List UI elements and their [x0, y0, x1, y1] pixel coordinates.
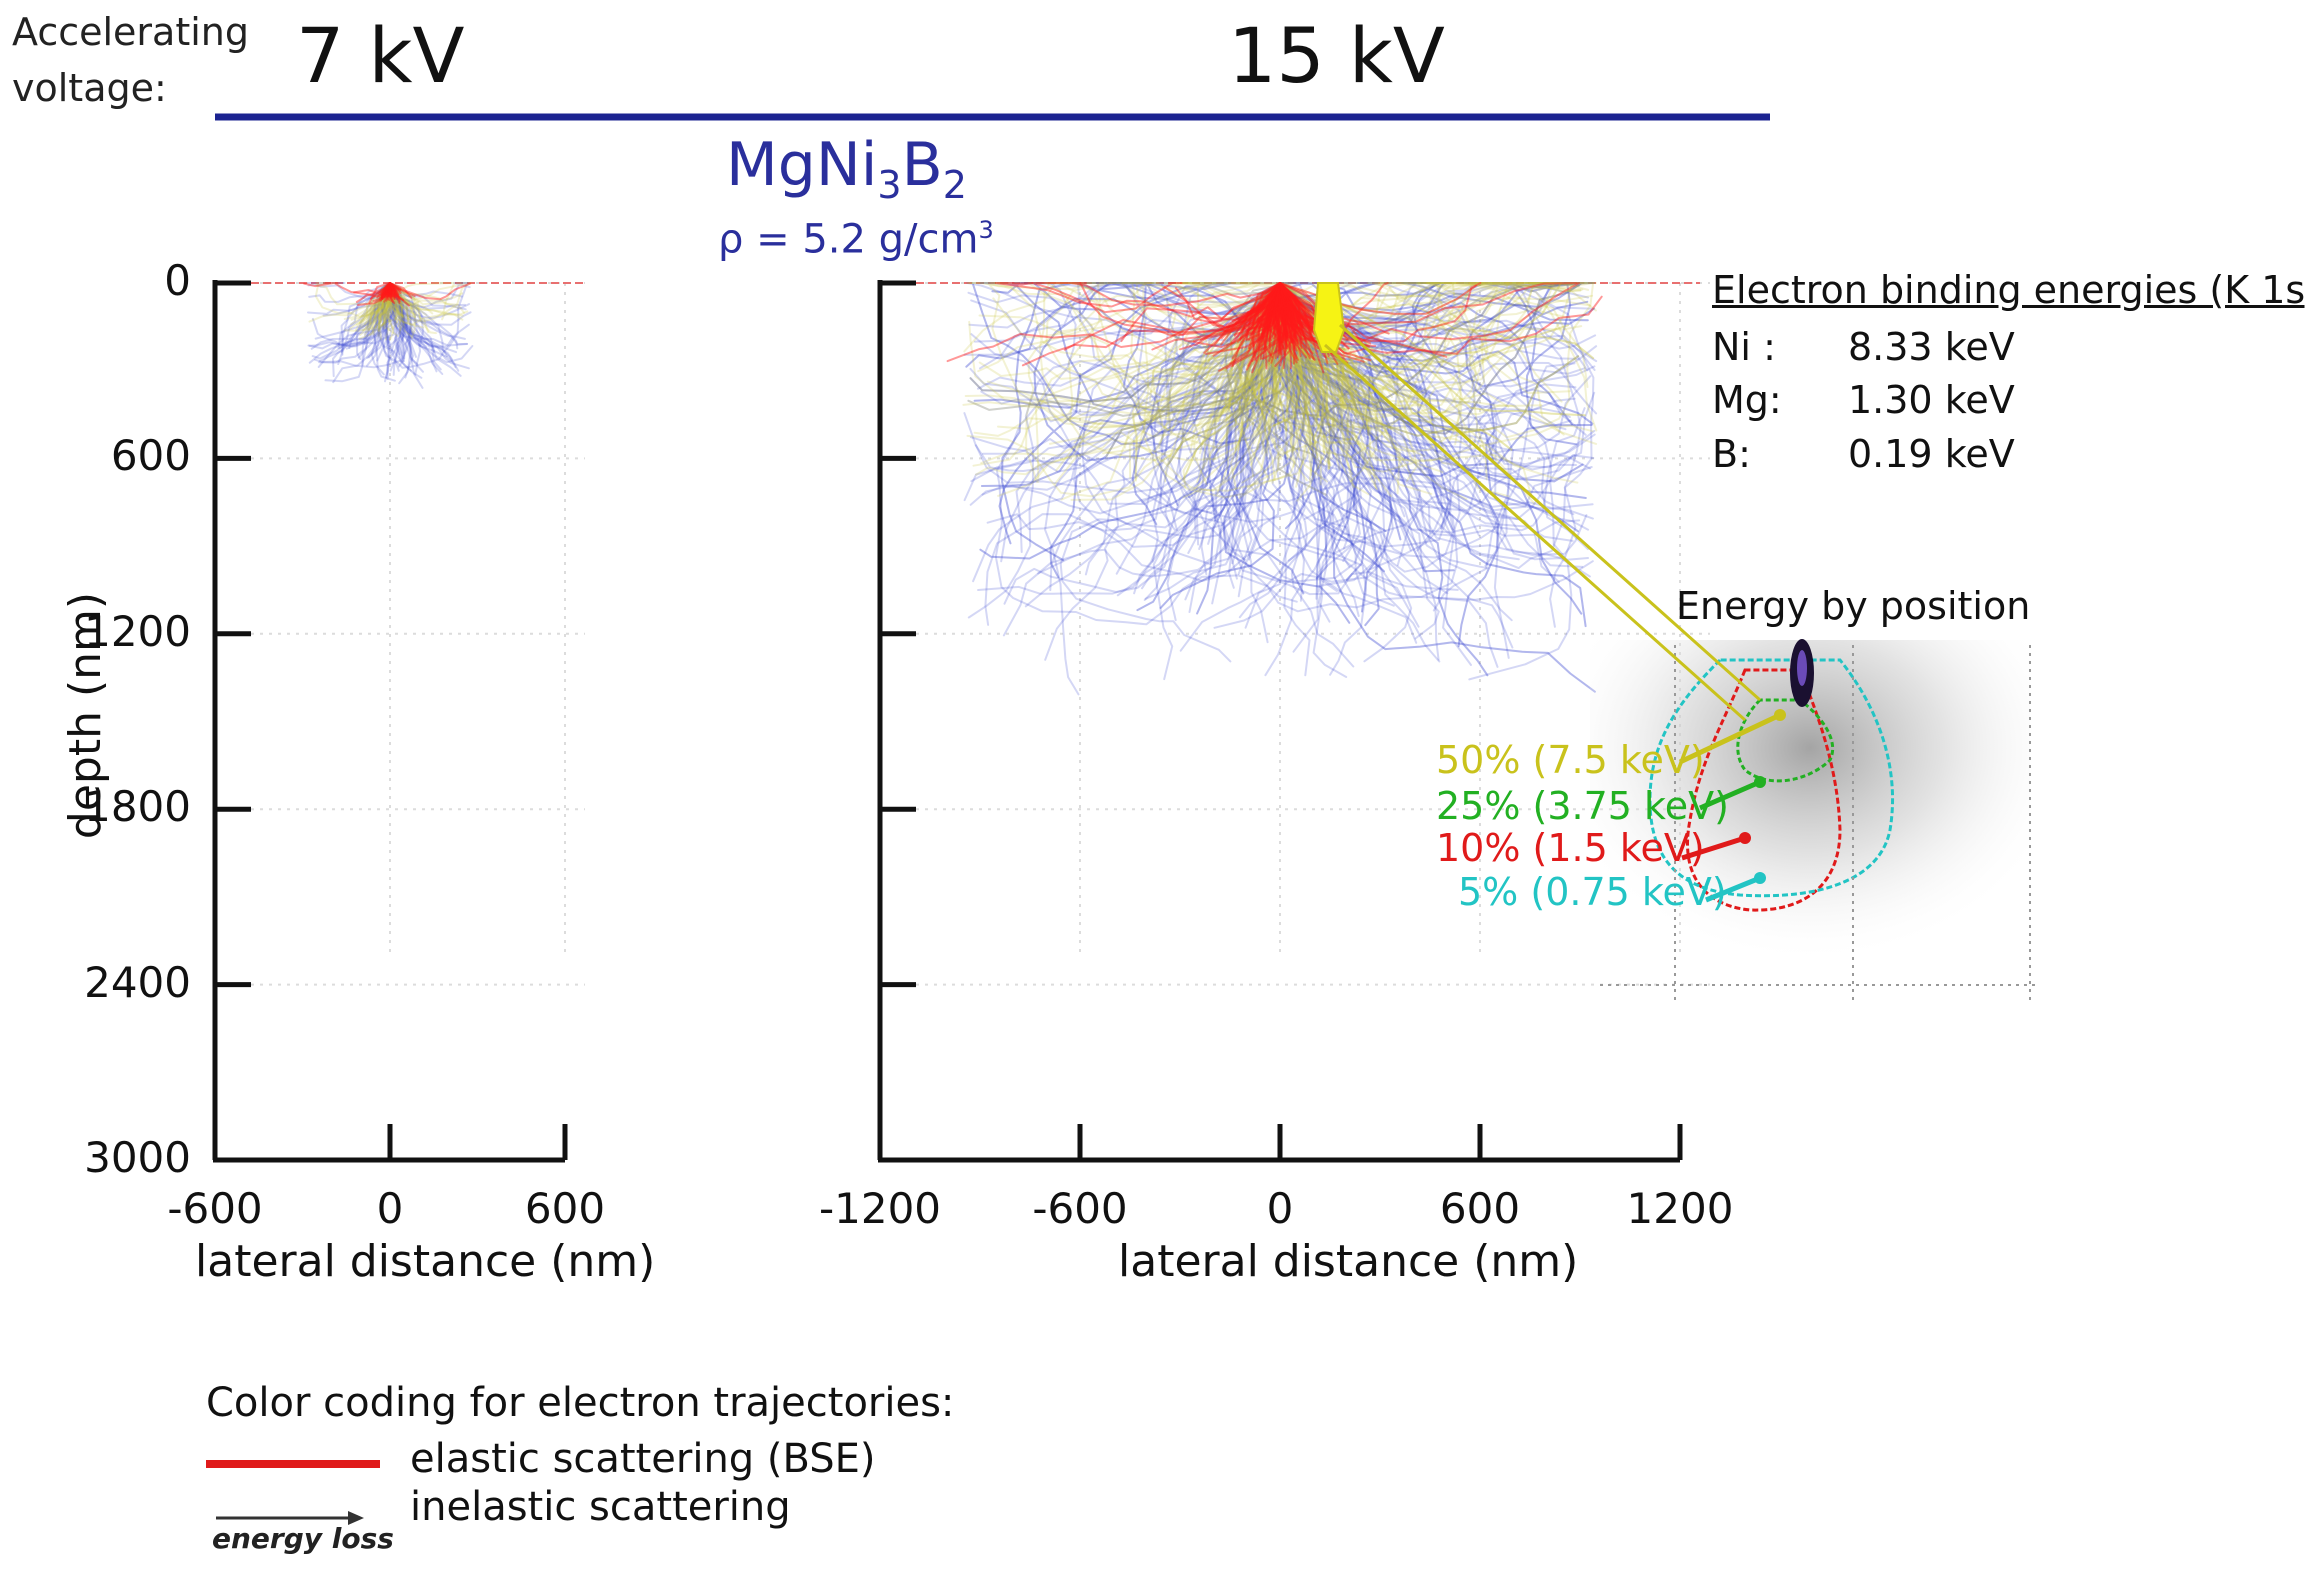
y-tick-label-3: 1800 — [84, 782, 191, 832]
panel-7kv — [212, 280, 585, 1163]
x-axis-label-7kv: lateral distance (nm) — [195, 1236, 656, 1287]
accel-label-line1: Accelerating — [12, 10, 249, 54]
pointer-10pct-dot — [1739, 832, 1751, 844]
y-tick-label-2: 1200 — [84, 606, 191, 656]
be-element-b: B: — [1712, 432, 1751, 476]
pointer-10pct — [1681, 835, 1746, 861]
x-axis-label-15kv: lateral distance (nm) — [1118, 1236, 1579, 1287]
ebp-core-inner — [1797, 650, 1807, 686]
ebp-title: Energy by position — [1676, 584, 2031, 628]
trajectories-15kv — [946, 282, 1603, 696]
legend-inelastic-label: inelastic scattering — [410, 1484, 791, 1530]
contour-10pct — [1686, 668, 1842, 912]
y-tick-label-1: 600 — [110, 431, 191, 481]
level-25pct-label: 25% (3.75 keV) — [1436, 784, 1729, 828]
binding-energies-title: Electron binding energies (K 1s): — [1712, 268, 2306, 312]
legend-elastic-label: elastic scattering (BSE) — [410, 1436, 876, 1482]
energy-loss-label: energy loss — [212, 1522, 394, 1555]
x-tick-label-15kv-0: -1200 — [818, 1184, 942, 1233]
be-element-mg: Mg: — [1712, 378, 1782, 422]
level-50pct-label: 50% (7.5 keV) — [1436, 738, 1705, 782]
voltage-low-label: 7 kV — [296, 11, 465, 100]
level-10pct-label: 10% (1.5 keV) — [1436, 826, 1705, 870]
pointer-25pct — [1699, 779, 1761, 811]
be-value-mg: 1.30 keV — [1848, 378, 2015, 422]
x-tick-label-15kv-2: 0 — [1266, 1184, 1294, 1233]
panel-15kv — [877, 280, 1710, 1163]
high-energy-core — [1312, 282, 1346, 353]
x-tick-label-7kv-1: 0 — [376, 1184, 404, 1233]
formula-sub-2: 2 — [942, 163, 967, 207]
material-density: ρ = 5.2 g/cm3 — [718, 216, 994, 262]
trajectory-layer-7kv-1 — [308, 282, 472, 341]
pointer-50pct-dot — [1774, 709, 1786, 721]
pointer-50pct — [1678, 712, 1782, 765]
be-value-b: 0.19 keV — [1848, 432, 2015, 476]
energy-loss-arrowhead — [348, 1511, 364, 1525]
legend-title: Color coding for electron trajectories: — [206, 1380, 955, 1426]
density-exp: 3 — [978, 216, 994, 244]
formula-sub-3: 3 — [877, 163, 902, 207]
x-tick-label-15kv-4: 1200 — [1626, 1184, 1734, 1233]
pointer-25pct-dot — [1754, 776, 1766, 788]
x-tick-label-7kv-0: -600 — [167, 1184, 263, 1233]
zoom-line-2 — [1324, 343, 1746, 722]
ebp-intensity-map — [1590, 640, 2030, 1000]
y-tick-label-5: 3000 — [84, 1133, 191, 1182]
contour-5pct — [1648, 658, 1894, 898]
x-tick-label-7kv-2: 600 — [524, 1184, 606, 1233]
accel-label-line2: voltage: — [12, 66, 167, 110]
voltage-high-label: 15 kV — [1228, 11, 1445, 100]
formula-part-mgni: MgNi — [726, 130, 878, 200]
formula-part-b: B — [901, 130, 943, 200]
y-tick-label-4: 2400 — [84, 957, 191, 1007]
be-element-ni: Ni : — [1712, 325, 1776, 369]
level-5pct-label: 5% (0.75 keV) — [1458, 870, 1727, 914]
pointer-5pct — [1705, 875, 1761, 903]
trajectories-7kv — [303, 282, 474, 389]
energy-by-position-inset — [1324, 323, 2035, 1000]
zoom-line-1 — [1339, 323, 1761, 702]
x-tick-label-15kv-1: -600 — [1032, 1184, 1128, 1233]
be-value-ni: 8.33 keV — [1848, 325, 2015, 369]
trajectory-layer-7kv-0 — [307, 282, 474, 389]
x-tick-label-15kv-3: 600 — [1439, 1184, 1521, 1233]
pointer-5pct-dot — [1754, 872, 1766, 884]
y-tick-label-0: 0 — [164, 256, 191, 305]
density-text: ρ = 5.2 g/cm — [718, 216, 979, 263]
trajectory-layer-7kv-2 — [303, 282, 471, 307]
material-formula: MgNi3B2 — [726, 130, 967, 207]
